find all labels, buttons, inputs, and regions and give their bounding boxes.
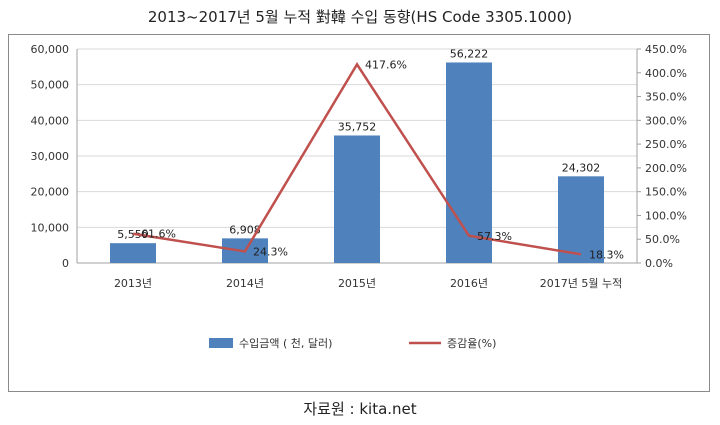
- x-axis-tick-label: 2013년: [114, 277, 152, 290]
- growth-rate-line: [132, 62, 582, 256]
- chart-title: 2013~2017년 5월 누적 對韓 수입 동향(HS Code 3305.1…: [147, 8, 573, 26]
- bar-value-label: 56,222: [450, 47, 489, 60]
- x-axis-tick-label: 2016년: [450, 277, 488, 290]
- legend-bar-swatch: [209, 338, 233, 348]
- left-axis-tick-label: 40,000: [31, 114, 70, 127]
- right-axis-tick-label: 150.0%: [645, 186, 687, 199]
- right-axis-tick-label: 350.0%: [645, 91, 687, 104]
- bar: [446, 62, 492, 263]
- source-note: 자료원 : kita.net: [303, 400, 417, 418]
- left-axis-tick-label: 20,000: [31, 186, 70, 199]
- bar: [334, 135, 380, 263]
- right-axis-tick-label: 50.0%: [645, 233, 680, 246]
- line-value-label: 57.3%: [477, 230, 512, 243]
- legend-line-label: 증감율(%): [447, 337, 496, 350]
- right-axis-tick-label: 200.0%: [645, 162, 687, 175]
- left-axis-tick-label: 0: [62, 257, 69, 270]
- right-axis-tick-label: 100.0%: [645, 209, 687, 222]
- combo-chart: 0 10,000 20,000 30,000 40,000 50,000 60,000 0.0…: [31, 43, 687, 350]
- legend-bar-label: 수입금액 ( 천, 달러): [239, 336, 332, 350]
- x-axis-tick-label: 2015년: [338, 277, 376, 290]
- bar: [558, 176, 604, 263]
- right-axis-tick-label: 0.0%: [645, 257, 673, 270]
- line-value-label: 61.6%: [141, 228, 176, 241]
- line-value-label: 24.3%: [253, 245, 288, 258]
- bar-value-label: 35,752: [338, 120, 377, 133]
- chart-frame: 0 10,000 20,000 30,000 40,000 50,000 60,000 0.0…: [8, 34, 710, 392]
- x-axis-tick-label: 2017년 5월 누적: [540, 277, 622, 290]
- left-axis-tick-label: 50,000: [31, 79, 70, 92]
- x-axis-tick-label: 2014년: [226, 277, 264, 290]
- right-axis-tick-label: 450.0%: [645, 43, 687, 56]
- bar-value-label: 6,908: [229, 223, 261, 236]
- right-axis-tick-label: 300.0%: [645, 114, 687, 127]
- left-axis-tick-label: 10,000: [31, 221, 70, 234]
- bar: [110, 243, 156, 263]
- bar-value-label: 24,302: [562, 161, 601, 174]
- right-axis-tick-label: 250.0%: [645, 138, 687, 151]
- line-value-label: 18.3%: [589, 248, 624, 261]
- left-axis-tick-label: 60,000: [31, 43, 70, 56]
- right-axis-tick-label: 400.0%: [645, 67, 687, 80]
- left-axis-tick-label: 30,000: [31, 150, 70, 163]
- line-value-label: 417.6%: [365, 58, 407, 71]
